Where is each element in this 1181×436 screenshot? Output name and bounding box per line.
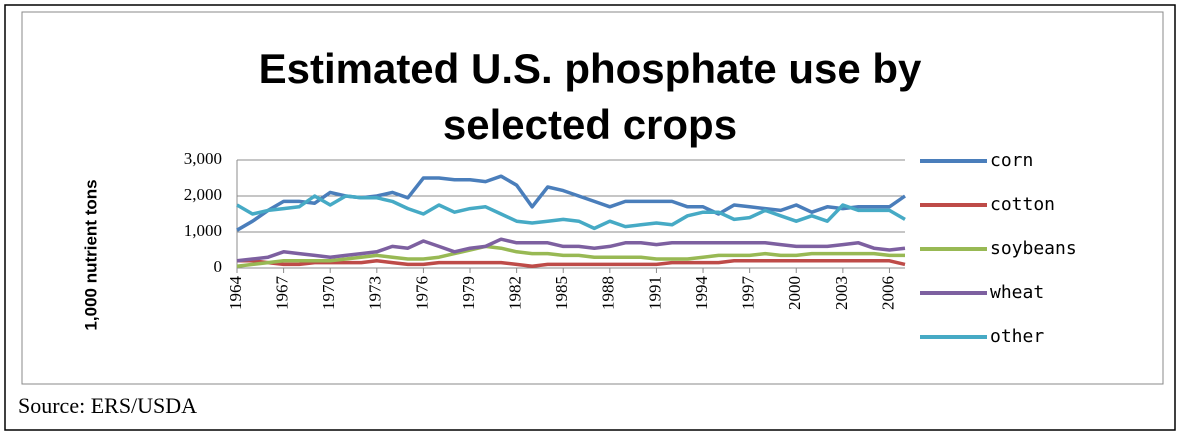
x-tick-label: 1979: [459, 276, 478, 310]
series-line: [237, 259, 906, 268]
y-tick-label: 1,000: [184, 221, 222, 240]
x-tick-label: 2000: [785, 276, 804, 310]
y-tick-label: 0: [214, 257, 223, 276]
series-line: [236, 244, 905, 268]
x-tick-label: 1991: [645, 276, 664, 310]
x-tick-label: 1994: [692, 276, 711, 311]
x-tick-label: 2003: [832, 276, 851, 310]
x-tick-label: 1973: [366, 276, 385, 310]
y-tick-label: 3,000: [184, 149, 222, 168]
x-tick-label: 1967: [273, 276, 292, 311]
x-tick-label: 1982: [506, 276, 525, 310]
x-tick-label: 1985: [552, 276, 571, 310]
legend-label: cotton: [990, 194, 1055, 215]
legend-label: other: [990, 326, 1044, 347]
chart-title-line: Estimated U.S. phosphate use by: [259, 45, 922, 92]
x-tick-label: 1964: [226, 276, 245, 311]
series-line: [236, 237, 906, 263]
x-tick-label: 1976: [412, 276, 431, 310]
x-tick-label: 1988: [599, 276, 618, 310]
source: Source: ERS/USDA: [18, 393, 197, 418]
x-tick-label: 1970: [319, 276, 338, 310]
series-line: [236, 174, 906, 232]
series-line: [236, 194, 906, 231]
legend-label: soybeans: [990, 238, 1077, 259]
x-tick-label: 1997: [739, 276, 758, 311]
outer-frame: [4, 4, 1176, 431]
chart-title-line: selected crops: [443, 101, 737, 148]
y-tick-label: 2,000: [184, 185, 222, 204]
chart-frame: [21, 11, 1164, 385]
legend-label: wheat: [990, 282, 1044, 303]
legend-label: corn: [990, 150, 1033, 171]
x-tick-label: 2006: [878, 276, 897, 310]
y-axis-label: 1,000 nutrient tons: [81, 179, 100, 330]
